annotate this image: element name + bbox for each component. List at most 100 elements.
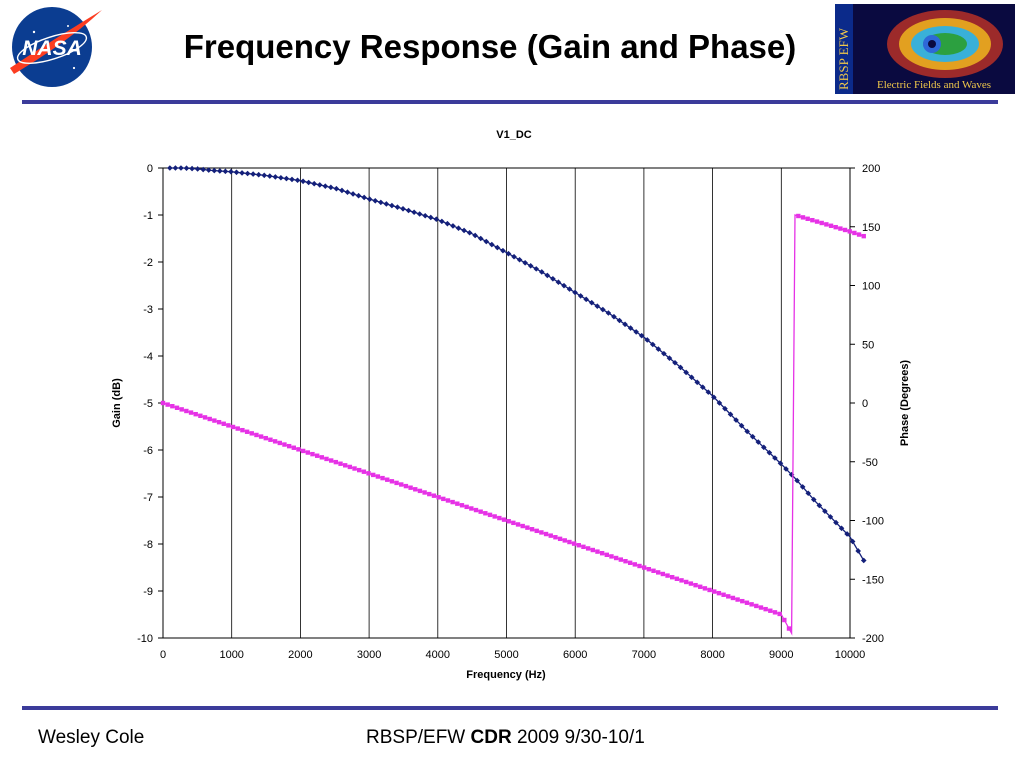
gain-data-point [766,449,773,456]
phase-data-point [567,539,572,545]
gain-data-point [672,359,678,366]
phase-data-point [721,592,726,597]
phase-data-point [856,232,862,237]
gain-data-point [733,417,739,423]
y-tick-label: -10 [137,633,153,645]
phase-data-point [529,527,535,532]
phase-data-point [417,488,423,494]
footer-divider [22,706,998,710]
phase-data-point [221,421,226,426]
phase-data-point [800,215,806,220]
gain-data-point [372,197,379,204]
phase-data-point [319,455,325,460]
phase-data-point [702,586,708,591]
gain-data-point [433,216,440,223]
phase-data-point [263,435,268,441]
phase-data-point [207,416,212,422]
gain-data-point [611,313,617,320]
phase-data-point [810,217,815,223]
gain-data-point [233,169,240,176]
gain-data-point [250,171,256,177]
x-tick-label: 4000 [426,649,450,661]
phase-data-point [613,555,619,561]
gain-data-point [661,350,667,357]
phase-data-point [819,220,824,226]
gain-data-point [577,293,584,299]
phase-data-point [160,400,166,406]
y-tick-label: -4 [143,351,153,363]
y-tick-label: -2 [143,257,153,269]
x-tick-label: 5000 [494,649,518,661]
gain-data-point [605,310,612,316]
gain-data-point [583,296,589,303]
gain-series-line [169,167,865,561]
phase-data-point [258,434,264,439]
title-divider [22,100,998,104]
phase-data-point [684,579,689,585]
gain-data-point [694,379,701,386]
gain-data-point [727,411,734,418]
y2-tick-label: -150 [862,574,884,586]
y-tick-label: -9 [143,586,153,598]
phase-data-point [735,597,740,602]
y2-tick-label: 200 [862,163,880,175]
y-tick-label: -6 [143,445,153,457]
gain-data-point [722,405,728,412]
phase-data-point [469,506,474,511]
review-dates: 2009 9/30-10/1 [511,727,645,748]
phase-data-point [268,437,273,442]
gain-data-point [427,214,434,221]
gain-data-point [316,182,323,188]
phase-data-point [483,511,488,516]
phase-data-point [749,602,754,607]
phase-data-point [627,560,633,565]
y-axis-label: Gain (dB) [111,378,123,428]
y-tick-label: -8 [143,539,153,551]
gain-data-point [550,276,556,282]
gain-data-point [860,557,867,564]
gain-data-point [411,209,417,216]
page-title: Frequency Response (Gain and Phase) [183,28,797,65]
gain-data-point [278,174,284,181]
gain-data-point [716,400,723,406]
gain-data-point [183,165,190,171]
phase-data-point [590,547,595,553]
phase-data-point [674,576,680,581]
phase-data-point [693,582,698,588]
phase-data-point [179,407,184,412]
gain-data-point [538,269,545,275]
phase-data-point [646,566,652,572]
gain-data-point [699,384,706,391]
phase-data-point [427,491,432,497]
gain-data-point [228,168,234,175]
phase-data-point [548,533,553,538]
phase-data-point [230,424,236,430]
phase-data-point [754,603,759,609]
phase-data-point [478,509,483,514]
phase-data-point [511,520,516,526]
gain-data-point [816,502,823,509]
phase-data-point [296,447,301,452]
rbsp-efw-logo: RBSP EFW Electric Fields and Waves [835,4,1015,94]
review-info: RBSP/EFW CDR 2009 9/30-10/1 [366,727,645,749]
phase-data-point [805,216,810,221]
gain-data-point [849,538,856,545]
chart-title: V1_DC [496,129,532,141]
gain-data-point [744,428,750,435]
phase-data-point [828,223,834,228]
y2-tick-label: 0 [862,398,868,410]
gain-data-point [477,235,484,242]
phase-data-point [763,606,768,612]
x-tick-label: 1000 [219,649,243,661]
gain-data-point [761,444,767,451]
phase-data-point [768,608,773,613]
phase-data-point [571,541,577,546]
phase-data-point [665,573,670,578]
phase-data-point [814,219,820,224]
gain-data-point [211,167,218,174]
phase-data-point [202,415,208,420]
phase-data-point [534,528,539,534]
phase-data-point [679,578,684,583]
x-tick-label: 9000 [769,649,793,661]
phase-data-point [286,443,292,449]
